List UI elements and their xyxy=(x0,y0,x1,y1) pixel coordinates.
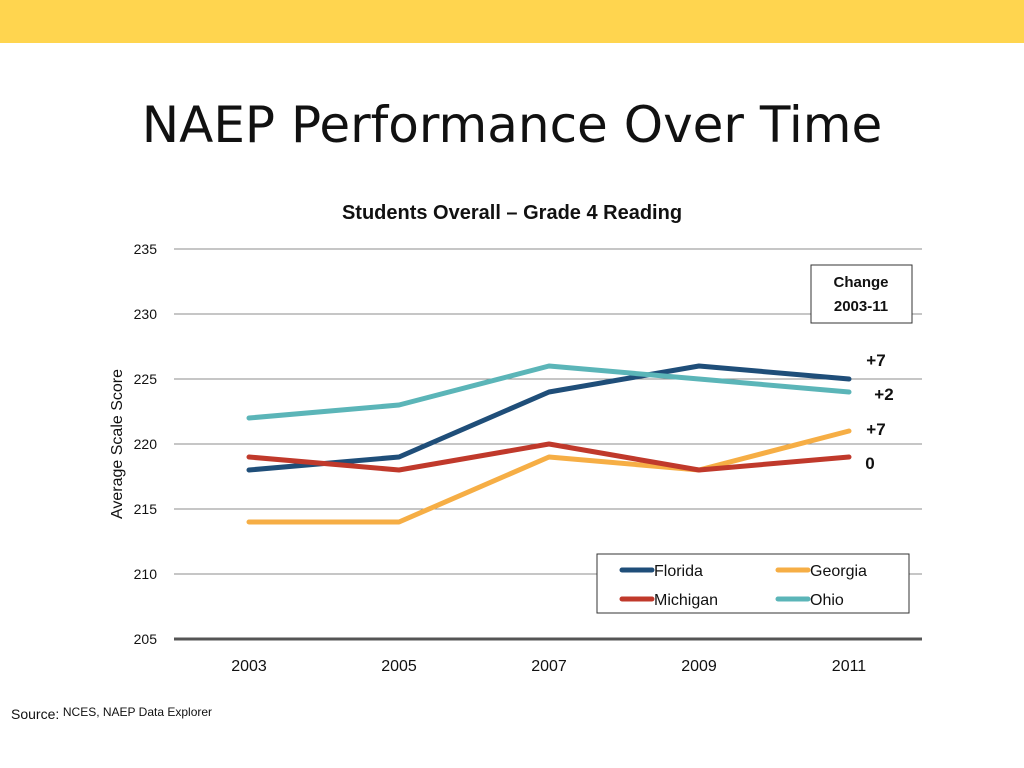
line-chart: 205 210 215 220 225 230 235 2003 2005 2007 2009 201… xyxy=(109,241,922,675)
y-tick-label: 210 xyxy=(134,566,158,582)
legend-label-georgia: Georgia xyxy=(810,563,867,580)
y-tick-label: 235 xyxy=(134,241,158,257)
x-tick-label: 2009 xyxy=(681,658,717,675)
change-value-michigan: 0 xyxy=(865,454,874,473)
change-box-line2: 2003-11 xyxy=(834,298,888,315)
legend-label-ohio: Ohio xyxy=(810,592,844,609)
y-axis-label: Average Scale Score xyxy=(109,369,126,519)
source-note: Source: NCES, NAEP Data Explorer xyxy=(11,705,213,722)
legend-border xyxy=(596,553,910,614)
change-box: Change 2003-11 xyxy=(810,264,913,324)
change-box-border xyxy=(810,264,913,324)
series-line-florida xyxy=(246,363,852,473)
y-tick-label: 230 xyxy=(134,306,158,322)
legend-label-michigan: Michigan xyxy=(654,592,718,609)
series-line-ohio xyxy=(246,363,852,421)
chart-title: Students Overall – Grade 4 Reading xyxy=(341,202,683,224)
series-line-georgia xyxy=(246,428,852,525)
change-value-florida: +7 xyxy=(866,351,885,370)
legend-label-florida: Florida xyxy=(654,563,703,580)
x-tick-label: 2003 xyxy=(231,658,267,675)
x-tick-label: 2005 xyxy=(381,658,417,675)
slide-title: NAEP Performance Over Time xyxy=(141,96,883,154)
change-value-ohio: +2 xyxy=(874,385,893,404)
y-tick-label: 220 xyxy=(134,436,158,452)
legend: Florida Georgia Michigan Ohio xyxy=(596,553,910,614)
x-tick-label: 2007 xyxy=(531,658,567,675)
change-value-georgia: +7 xyxy=(866,420,885,439)
y-tick-label: 215 xyxy=(134,501,158,517)
source-text: NCES, NAEP Data Explorer xyxy=(62,705,213,719)
x-tick-label: 2011 xyxy=(832,658,867,675)
y-tick-label: 225 xyxy=(134,371,158,387)
change-box-line1: Change xyxy=(833,274,888,291)
top-accent-bar xyxy=(0,0,1024,43)
source-label: Source: xyxy=(11,706,60,722)
y-tick-label: 205 xyxy=(134,631,158,647)
series-line-michigan xyxy=(246,441,852,473)
